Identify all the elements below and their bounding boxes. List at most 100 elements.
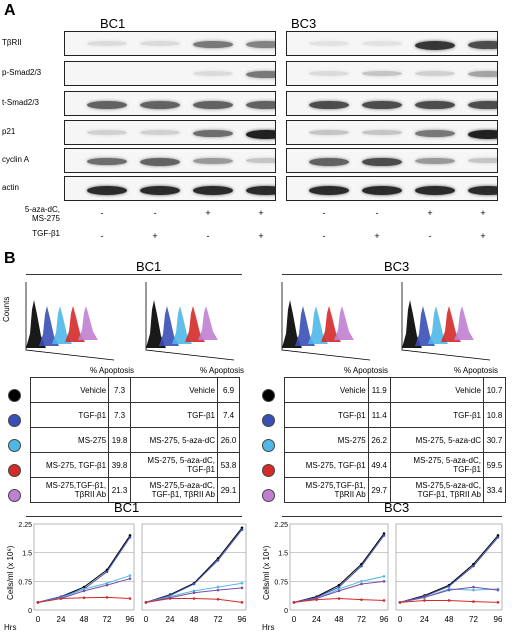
table-row: TGF-β1 11.4 TGF-β1 10.8 (284, 402, 506, 428)
x-tick-label: 72 (469, 615, 478, 624)
treatment-name: TGF-β1 (284, 402, 369, 428)
data-point (36, 601, 40, 604)
series-line (293, 535, 385, 603)
flow-peak (282, 300, 302, 348)
blot-band (468, 100, 497, 109)
data-point (382, 532, 386, 535)
blot-band (362, 185, 402, 195)
treatment-name: Vehicle (130, 377, 218, 403)
data-point (82, 587, 86, 591)
data-point (360, 564, 363, 568)
blot-band (140, 100, 180, 109)
data-point (496, 536, 500, 539)
data-point (192, 582, 196, 586)
blot-row-label: p-Smad2/3 (2, 68, 42, 77)
plot-frame (141, 523, 247, 611)
apoptosis-value: 11.9 (367, 377, 391, 403)
treatment-name: MS-275, 5-aza-dC, TGF-β1 (389, 452, 485, 478)
legend-color-dot (8, 489, 21, 502)
data-point (168, 597, 172, 600)
x-tick-label: 0 (398, 615, 403, 624)
blot-bc3-row-0 (286, 31, 498, 56)
treatment-name: MS-275,TGF-β1, TβRII Ab (284, 477, 369, 503)
data-point (496, 588, 500, 592)
legend-color-dot (8, 389, 21, 402)
flow-peak (78, 306, 98, 340)
growth-plot: 0 24 48 72 96 (141, 523, 247, 624)
data-point (472, 564, 475, 568)
apoptosis-value: 21.3 (108, 477, 132, 503)
data-point (360, 598, 363, 601)
blot-band (309, 185, 349, 195)
flow-peak (146, 300, 166, 348)
blot-band (468, 40, 497, 49)
blot-bc3-row-4 (286, 148, 498, 173)
data-point (82, 585, 86, 589)
flow-peak (65, 306, 85, 342)
x-tick-label: 0 (292, 615, 297, 624)
x-tick-label: 24 (166, 615, 175, 624)
flow-peak (308, 306, 328, 344)
blot-band (193, 157, 233, 165)
data-point (128, 536, 132, 539)
blot-band (193, 129, 233, 138)
data-point (192, 597, 196, 600)
data-point (496, 601, 500, 604)
growth-plot: 0 24 48 72 96 (395, 523, 503, 624)
treatment-name: Vehicle (389, 377, 485, 403)
treatment-name: MS-275 (29, 427, 110, 453)
blot-band (415, 129, 455, 137)
data-point (240, 601, 244, 604)
treatment-label: 5-aza-dC, MS-275 (24, 205, 60, 223)
apoptosis-value: 29.1 (217, 477, 240, 503)
flow-peak (159, 306, 179, 346)
blot-bc1-row-2 (64, 91, 276, 116)
blot-band (193, 100, 233, 109)
data-point (240, 526, 244, 530)
blot-band (309, 157, 349, 166)
x-tick-label: 24 (420, 615, 429, 624)
blot-band (140, 40, 180, 46)
data-point (216, 585, 220, 589)
blot-band (468, 129, 497, 139)
data-point (192, 591, 196, 595)
blot-band (362, 157, 402, 166)
legend-color-dot (262, 489, 275, 502)
table-row: MS-275,TGF-β1, TβRII Ab 29.7 MS-275,5-aza-… (284, 477, 506, 503)
data-point (128, 534, 132, 537)
growth-bc1-line (26, 516, 242, 517)
data-point (216, 559, 220, 562)
table-row: Vehicle 11.9 Vehicle 10.7 (284, 377, 506, 403)
panel-b-letter: B (4, 250, 16, 267)
blot-bc3-row-2 (286, 91, 498, 116)
blot-row-label: t-Smad2/3 (2, 98, 39, 107)
table-row: MS-275 26.2 MS-275, 5-aza-dC 30.7 (284, 427, 506, 453)
apoptosis-value: 30.7 (483, 427, 506, 453)
data-point (447, 588, 451, 592)
data-point (144, 601, 148, 604)
apoptosis-value: 59.5 (483, 452, 506, 478)
blot-band (362, 40, 402, 46)
growth-bc3-xlabel: Hrs (262, 623, 275, 632)
growth-curves: 0 0.75 1.5 2.25 0 24 48 72 96 0 24 48 72 96 0 0.75 1.5 2.… (18, 522, 503, 624)
legend-color-dot (262, 414, 275, 427)
x-tick-label: 0 (144, 615, 149, 624)
blot-band (140, 157, 180, 166)
treatment-sign: + (427, 208, 433, 218)
flow-peak (428, 306, 448, 344)
panel-a-bc3-title: BC3 (291, 16, 317, 31)
flow-histogram-plot (145, 282, 235, 361)
bc1-header-line (26, 274, 242, 275)
treatment-sign: + (374, 231, 380, 241)
x-tick-label: 96 (126, 615, 135, 624)
data-point (382, 599, 386, 602)
table-row: TGF-β1 7.3 TGF-β1 7.4 (29, 402, 240, 428)
y-tick-label: 2.25 (274, 522, 288, 529)
blot-band (246, 129, 275, 139)
growth-bc3-title: BC3 (384, 500, 410, 515)
blot-band (193, 70, 233, 76)
treatment-name: MS-275,5-aza-dC, TGF-β1, TβRII Ab (130, 477, 218, 503)
data-point (472, 588, 475, 592)
data-point (337, 587, 341, 591)
y-tick-label: 0 (28, 608, 32, 615)
